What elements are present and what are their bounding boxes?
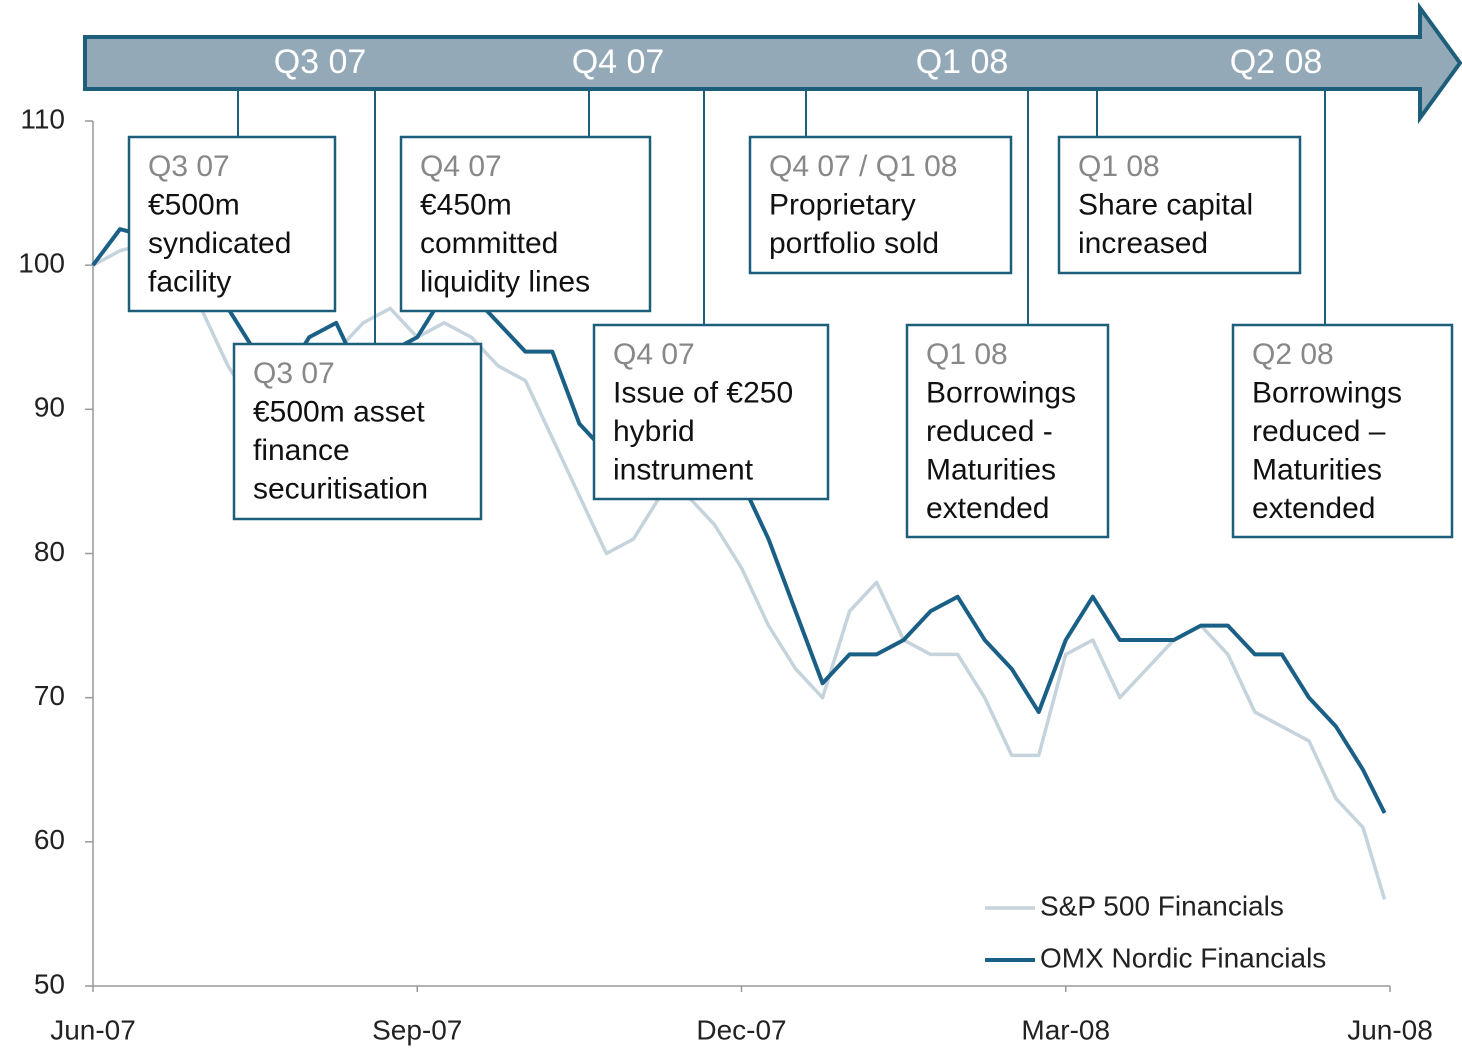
annotation-text: facility: [148, 265, 231, 298]
annotation-text: €500m asset: [253, 395, 425, 428]
annotation-text: extended: [926, 492, 1049, 525]
y-tick-label: 60: [34, 824, 65, 855]
x-tick-label: Dec-07: [696, 1014, 786, 1045]
annotation-text: Proprietary: [769, 188, 916, 221]
y-tick-label: 90: [34, 392, 65, 423]
x-tick-label: Jun-08: [1347, 1014, 1433, 1045]
annotation-text: Q2 08: [1252, 338, 1334, 371]
annotation-text: reduced -: [926, 415, 1053, 448]
annotation-text: €500m: [148, 188, 240, 221]
annotation-box: [1231, 323, 1454, 539]
y-tick-label: 100: [18, 248, 65, 279]
timeline-label: Q1 08: [916, 43, 1009, 81]
annotation-box: [232, 342, 483, 521]
annotation-text: Q1 08: [1078, 150, 1160, 183]
x-tick-label: Jun-07: [50, 1014, 136, 1045]
annotation-text: Borrowings: [926, 376, 1076, 409]
annotation-text: liquidity lines: [420, 265, 590, 298]
y-tick-label: 70: [34, 680, 65, 711]
annotation-text: committed: [420, 227, 558, 260]
timeline-arrow: [83, 1, 1462, 125]
annotation-text: reduced –: [1252, 415, 1386, 448]
annotation-text: Issue of €250: [613, 376, 793, 409]
annotation-text: €450m: [420, 188, 512, 221]
annotation-box: [1057, 135, 1302, 275]
annotation-text: Maturities: [926, 453, 1056, 486]
timeline-label: Q3 07: [274, 43, 367, 81]
annotation-text: Q4 07 / Q1 08: [769, 150, 957, 183]
y-tick-label: 110: [20, 103, 65, 134]
annotation-box: [905, 323, 1110, 539]
annotation-text: portfolio sold: [769, 227, 939, 260]
y-tick-label: 50: [34, 968, 65, 999]
annotation-text: syndicated: [148, 227, 291, 260]
annotation-text: finance: [253, 434, 350, 467]
annotation-box: [748, 135, 1013, 275]
annotation-text: Q4 07: [613, 338, 695, 371]
annotation-text: Borrowings: [1252, 376, 1402, 409]
series-line: [91, 227, 1387, 814]
legend-label: S&P 500 Financials: [1040, 890, 1284, 921]
annotation-text: Q4 07: [420, 150, 502, 183]
annotation-text: Share capital: [1078, 188, 1253, 221]
legend-label: OMX Nordic Financials: [1040, 942, 1326, 973]
annotation-box: [127, 135, 337, 313]
annotation-text: Maturities: [1252, 453, 1382, 486]
annotation-text: instrument: [613, 453, 754, 486]
x-tick-label: Mar-08: [1021, 1014, 1110, 1045]
timeline-label: Q4 07: [572, 43, 665, 81]
annotation-text: increased: [1078, 227, 1208, 260]
annotation-text: extended: [1252, 492, 1375, 525]
x-tick-label: Sep-07: [372, 1014, 462, 1045]
annotation-text: hybrid: [613, 415, 695, 448]
annotation-text: Q3 07: [148, 150, 230, 183]
annotation-text: Q1 08: [926, 338, 1008, 371]
y-tick-label: 80: [34, 536, 65, 567]
annotation-box: [399, 135, 652, 313]
annotation-text: securitisation: [253, 472, 428, 505]
annotation-text: Q3 07: [253, 357, 335, 390]
annotation-box: [592, 323, 830, 501]
timeline-label: Q2 08: [1230, 43, 1323, 81]
